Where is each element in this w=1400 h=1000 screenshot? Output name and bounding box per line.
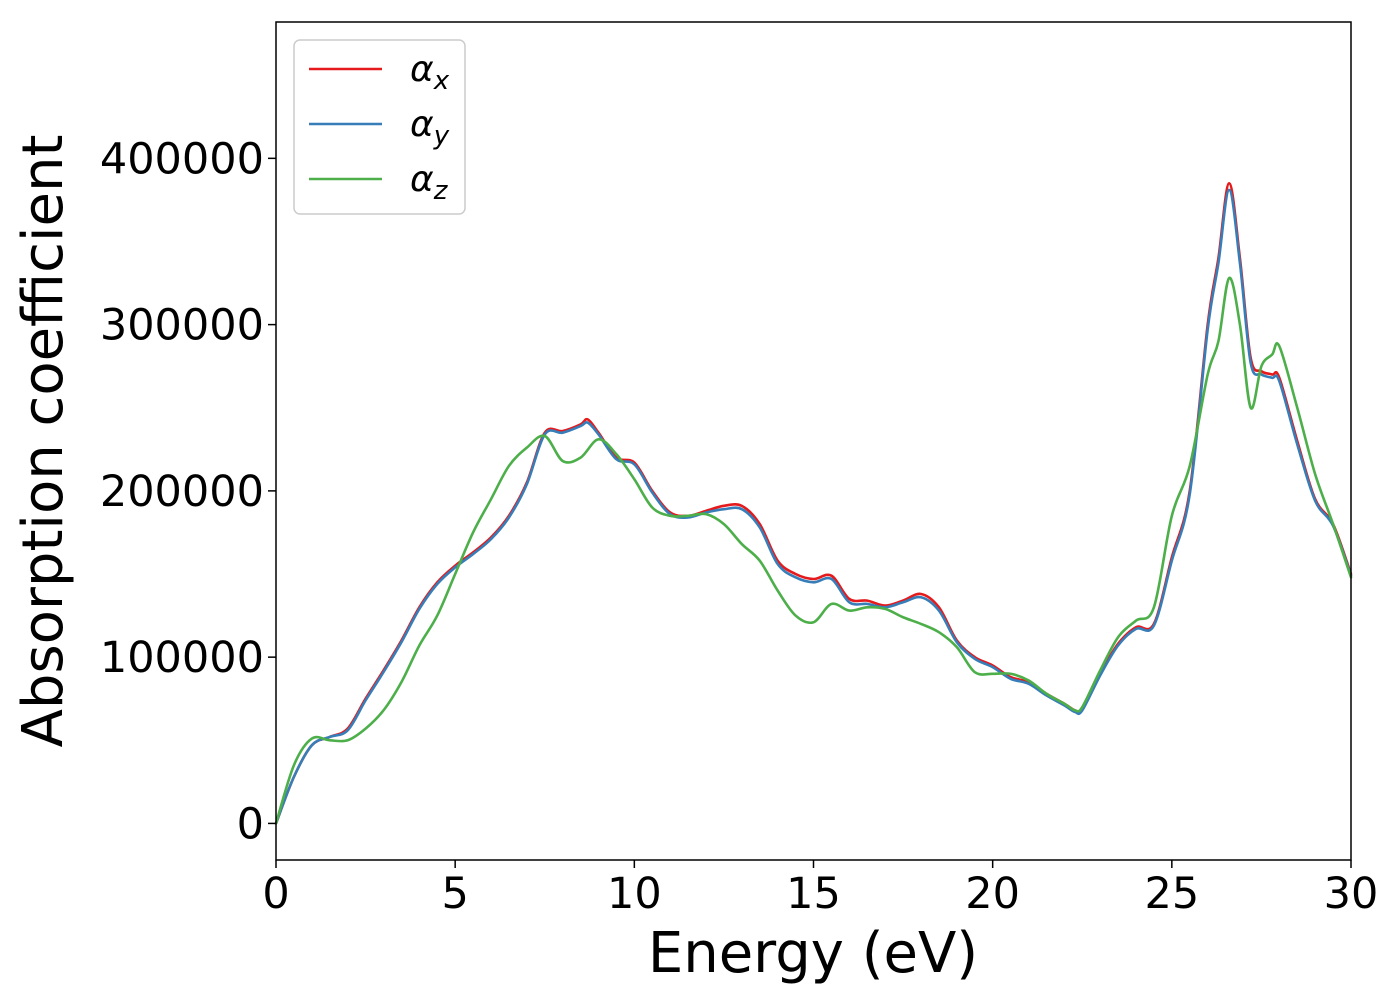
series-layer xyxy=(274,181,1353,825)
x-tick-label: 25 xyxy=(1144,869,1199,919)
x-tick-label: 15 xyxy=(786,869,841,919)
x-tick-label: 20 xyxy=(965,869,1020,919)
y-axis: 0 100000 200000 300000 400000 xyxy=(100,134,276,849)
series-line-z xyxy=(274,276,1353,825)
x-axis: 0 5 10 15 20 25 30 xyxy=(262,860,1378,919)
y-tick-label: 300000 xyxy=(100,301,264,351)
legend-box xyxy=(293,39,466,215)
x-tick-label: 0 xyxy=(262,869,289,919)
legend-label-y: αy xyxy=(410,104,450,151)
legend-label-x: αx xyxy=(410,49,450,96)
y-axis-title: Absorption coefficient xyxy=(11,135,76,748)
y-tick-label: 100000 xyxy=(100,633,264,683)
x-tick-label: 5 xyxy=(441,869,468,919)
y-tick-label: 400000 xyxy=(100,134,264,184)
legend-label-z: αz xyxy=(410,159,449,206)
y-tick-label: 0 xyxy=(237,799,264,849)
legend: αx αy αz xyxy=(293,39,466,215)
series-line-y xyxy=(274,188,1353,825)
y-tick-label: 200000 xyxy=(100,467,264,517)
x-axis-title: Energy (eV) xyxy=(648,921,978,986)
x-tick-label: 10 xyxy=(607,869,662,919)
x-tick-label: 30 xyxy=(1324,869,1379,919)
